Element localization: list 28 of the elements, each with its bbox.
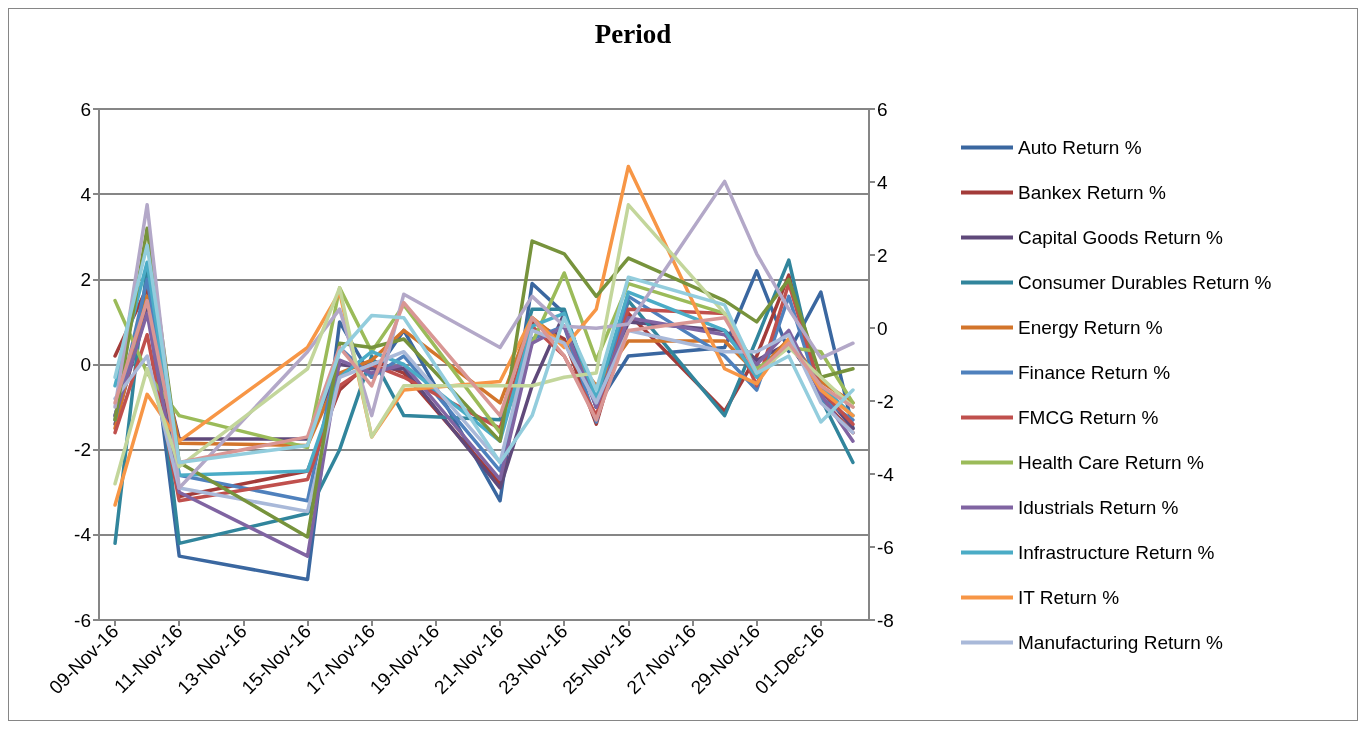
legend-label: Manufacturing Return % xyxy=(1018,632,1223,653)
legend-label: Capital Goods Return % xyxy=(1018,227,1223,248)
y2-tick-label: -2 xyxy=(877,390,894,412)
chart-title: Period xyxy=(594,18,672,49)
legend-label: Bankex Return % xyxy=(1018,182,1166,203)
y2-tick-label: -4 xyxy=(877,463,895,485)
y2-tick-label: 6 xyxy=(877,98,888,120)
y-tick-label: -6 xyxy=(74,609,91,631)
y-tick-label: 4 xyxy=(80,183,92,205)
legend-label: Energy Return % xyxy=(1018,317,1163,338)
y2-tick-label: 0 xyxy=(877,317,888,339)
legend-label: Health Care Return % xyxy=(1018,452,1204,473)
y2-tick-label: -8 xyxy=(877,609,894,631)
y-tick-label: -2 xyxy=(74,439,91,461)
legend-label: Idustrials Return % xyxy=(1018,497,1179,518)
legend-label: Infrastructure Return % xyxy=(1018,542,1215,563)
legend-label: IT Return % xyxy=(1018,587,1120,608)
legend-label: Finance Return % xyxy=(1018,362,1171,383)
y2-tick-label: 2 xyxy=(877,244,888,266)
y-tick-label: 6 xyxy=(80,98,91,120)
legend-label: FMCG Return % xyxy=(1018,407,1159,428)
y-tick-label: 0 xyxy=(80,354,91,375)
y-tick-label: -4 xyxy=(74,524,92,546)
y2-tick-label: 4 xyxy=(877,171,888,193)
legend-label: Auto Return % xyxy=(1018,137,1142,158)
y2-tick-label: -6 xyxy=(877,536,894,558)
legend-label: Consumer Durables Return % xyxy=(1018,272,1272,293)
y-tick-label: 2 xyxy=(80,268,91,290)
